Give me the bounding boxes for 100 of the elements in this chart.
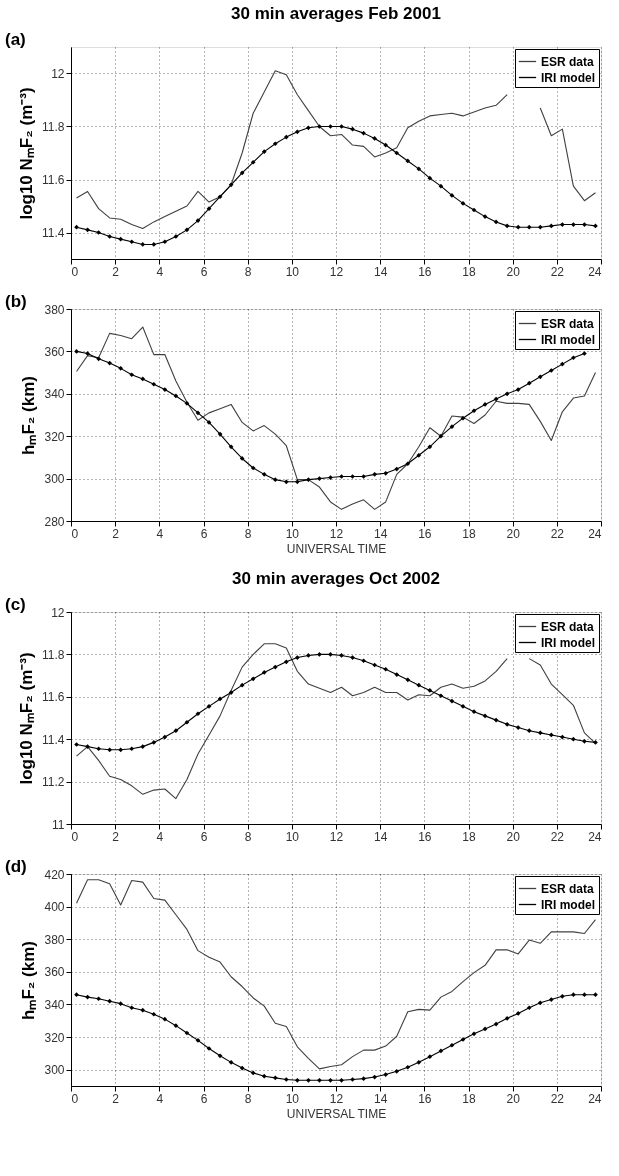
- point: [582, 738, 587, 744]
- point: [283, 1077, 289, 1082]
- point: [239, 1065, 245, 1071]
- point: [438, 693, 444, 699]
- point: [129, 372, 135, 378]
- point: [526, 224, 532, 230]
- point: [129, 1005, 135, 1011]
- point: [361, 130, 366, 136]
- x-tick-label: 8: [244, 526, 252, 541]
- point: [228, 444, 234, 450]
- legend-label: ESR data: [541, 881, 595, 896]
- point: [317, 476, 322, 481]
- point: [250, 676, 256, 682]
- y-tick-label: 12: [51, 605, 65, 620]
- point: [405, 461, 411, 467]
- point: [107, 998, 112, 1004]
- point: [504, 223, 510, 229]
- point: [217, 431, 223, 437]
- point: [526, 728, 532, 734]
- point: [96, 356, 101, 362]
- point: [173, 393, 179, 399]
- point: [339, 474, 344, 479]
- point: [173, 1023, 179, 1029]
- point: [261, 472, 267, 477]
- x-tick-label: 14: [373, 1091, 388, 1106]
- x-tick-label: 4: [156, 829, 164, 844]
- x-tick-label: 4: [156, 264, 164, 279]
- point: [372, 136, 377, 141]
- point: [217, 1053, 223, 1059]
- legend-label: IRI model: [541, 635, 596, 650]
- point: [74, 349, 79, 354]
- point: [416, 682, 422, 688]
- x-tick-label: 2: [112, 829, 120, 844]
- point: [537, 730, 543, 736]
- y-tick-label: 11: [52, 817, 65, 832]
- point: [107, 747, 112, 753]
- y-tick-label: 12: [51, 67, 65, 81]
- point: [118, 747, 124, 753]
- point: [107, 360, 112, 366]
- point: [361, 658, 366, 664]
- point: [96, 230, 101, 235]
- point: [85, 744, 90, 749]
- point: [350, 474, 355, 479]
- point: [151, 381, 157, 387]
- point: [151, 242, 157, 247]
- y-tick-label: 380: [44, 302, 65, 317]
- point: [74, 992, 79, 998]
- point: [118, 366, 124, 371]
- legend-label: ESR data: [541, 54, 595, 69]
- point: [560, 734, 565, 740]
- point: [394, 466, 400, 472]
- point: [449, 1042, 455, 1048]
- x-tick-label: 0: [71, 264, 79, 279]
- point: [416, 166, 422, 172]
- point: [228, 1060, 234, 1065]
- point: [261, 1073, 267, 1079]
- x-tick-label: 16: [418, 526, 432, 541]
- text: (a): [5, 30, 26, 49]
- x-tick-label: 14: [373, 526, 388, 541]
- x-tick-label: 2: [112, 526, 120, 541]
- point: [482, 1026, 488, 1032]
- point: [482, 713, 488, 719]
- point: [560, 993, 565, 999]
- point: [493, 1021, 499, 1027]
- x-tick-label: 10: [285, 526, 300, 541]
- point: [129, 239, 135, 245]
- x-tick-label: 8: [244, 264, 252, 279]
- legend-label: IRI model: [541, 332, 596, 347]
- text: (d): [5, 857, 27, 876]
- point: [515, 387, 521, 392]
- point: [449, 193, 455, 198]
- point: [295, 129, 300, 135]
- x-tick-label: 0: [71, 829, 79, 844]
- point: [593, 740, 598, 745]
- point: [107, 234, 112, 239]
- point: [85, 227, 90, 233]
- x-tick-label: 18: [462, 1091, 476, 1106]
- x-axis-title: UNIVERSAL TIME: [286, 541, 387, 556]
- point: [515, 1011, 521, 1016]
- point: [361, 474, 366, 479]
- point: [504, 722, 510, 727]
- point: [504, 1015, 510, 1021]
- point: [239, 170, 245, 176]
- point: [96, 746, 101, 752]
- x-tick-label: 24: [588, 264, 602, 279]
- line-series: [75, 326, 597, 510]
- point: [306, 125, 311, 131]
- point: [328, 652, 333, 657]
- point: [328, 124, 333, 129]
- point: [317, 652, 322, 657]
- point: [328, 475, 333, 480]
- y-tick-label: 11.2: [42, 775, 65, 790]
- y-axis-title: log10 NₘF₂ (m⁻³): [17, 652, 37, 785]
- text: (c): [5, 595, 26, 614]
- point: [140, 376, 146, 382]
- point: [261, 149, 267, 155]
- x-tick-label: 10: [285, 264, 300, 279]
- x-tick-label: 4: [156, 1091, 164, 1106]
- point: [493, 219, 499, 225]
- point: [438, 433, 444, 439]
